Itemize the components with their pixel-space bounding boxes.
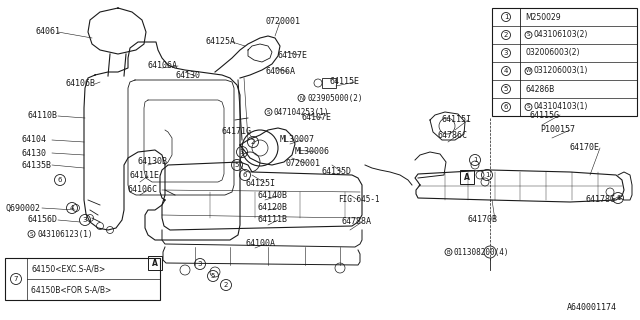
Text: 4: 4 [504,68,508,74]
Text: 64106A: 64106A [148,61,178,70]
Text: N: N [300,95,303,100]
Text: 2: 2 [251,139,255,145]
Text: 031206003(1): 031206003(1) [533,67,588,76]
Text: 1: 1 [473,157,477,163]
Text: 64130: 64130 [176,71,201,81]
Text: 4: 4 [70,205,74,211]
Text: 64100A: 64100A [245,239,275,249]
Text: 64130: 64130 [22,148,47,157]
Text: 6: 6 [504,104,508,110]
Text: 64150B<FOR S-A/B>: 64150B<FOR S-A/B> [31,286,111,295]
Text: 043106103(2): 043106103(2) [533,30,588,39]
Text: 3: 3 [198,261,202,267]
Text: 023905000(2): 023905000(2) [307,93,362,102]
Text: 64111B: 64111B [258,215,288,225]
Text: P100157: P100157 [540,125,575,134]
Bar [5,258,160,300]
Text: 64171G: 64171G [222,127,252,137]
Text: A: A [464,172,470,181]
Text: S: S [29,231,33,236]
Text: 64110B: 64110B [28,111,58,121]
Text: 64130B: 64130B [138,157,168,166]
Text: 64135B: 64135B [22,161,52,170]
Text: 64150<EXC.S-A/B>: 64150<EXC.S-A/B> [31,265,105,274]
Text: 1: 1 [616,195,620,201]
Text: 7: 7 [13,276,19,282]
Text: 64061: 64061 [35,28,60,36]
Text: 64107E: 64107E [302,114,332,123]
Text: 5: 5 [235,162,239,168]
Text: 2: 2 [224,282,228,288]
Text: 1: 1 [504,14,508,20]
Bar [460,170,474,184]
Text: 64120B: 64120B [258,204,288,212]
Text: 64106B: 64106B [65,79,95,89]
Text: B: B [447,250,451,254]
Text: 64111E: 64111E [130,172,160,180]
Text: 64125I: 64125I [245,179,275,188]
Text: 0720001: 0720001 [265,18,300,27]
Text: S: S [267,109,270,115]
Text: 64156D: 64156D [28,215,58,225]
Text: A: A [152,259,158,268]
Text: 1: 1 [484,172,489,178]
Text: 64170E: 64170E [570,143,600,153]
Text: 64135D: 64135D [322,167,352,177]
Bar [322,78,336,88]
Text: 64178G: 64178G [585,196,615,204]
Text: 64115G: 64115G [530,110,560,119]
Text: 64788A: 64788A [342,218,372,227]
Text: 6: 6 [58,177,62,183]
Text: 0720001: 0720001 [285,158,320,167]
Text: 047104253(1): 047104253(1) [274,108,330,116]
Text: 043104103(1): 043104103(1) [533,102,588,111]
Bar [148,256,162,270]
Text: 5: 5 [504,86,508,92]
Text: A640001174: A640001174 [567,303,617,313]
Text: Q690002: Q690002 [5,204,40,212]
Text: M250029: M250029 [525,12,561,21]
Text: W: W [525,68,531,74]
Text: 043106123(1): 043106123(1) [37,229,93,238]
Text: 6: 6 [243,172,247,178]
Text: 64786C: 64786C [438,131,468,140]
Text: FIG.645-1: FIG.645-1 [338,196,380,204]
Text: 64115I: 64115I [442,116,472,124]
Text: 64115E: 64115E [330,77,360,86]
Text: 032006003(2): 032006003(2) [525,49,579,58]
Text: ML30007: ML30007 [280,135,315,145]
Text: 64104: 64104 [22,135,47,145]
Bar [492,8,637,116]
Text: 64107E: 64107E [278,51,308,60]
Text: 64286B: 64286B [525,84,554,93]
Text: 64170B: 64170B [468,215,498,225]
Text: S: S [527,105,531,109]
Text: 011308200(4): 011308200(4) [454,247,509,257]
Text: 3: 3 [504,50,508,56]
Text: 5: 5 [211,273,215,279]
Text: 64140B: 64140B [258,191,288,201]
Text: 64125A: 64125A [205,37,235,46]
Text: ML30006: ML30006 [295,148,330,156]
Text: S: S [527,33,531,37]
Text: 64066A: 64066A [265,68,295,76]
Text: 3: 3 [83,217,87,223]
Text: 64106C: 64106C [128,186,158,195]
Text: 3: 3 [240,149,244,155]
Text: 2: 2 [504,32,508,38]
